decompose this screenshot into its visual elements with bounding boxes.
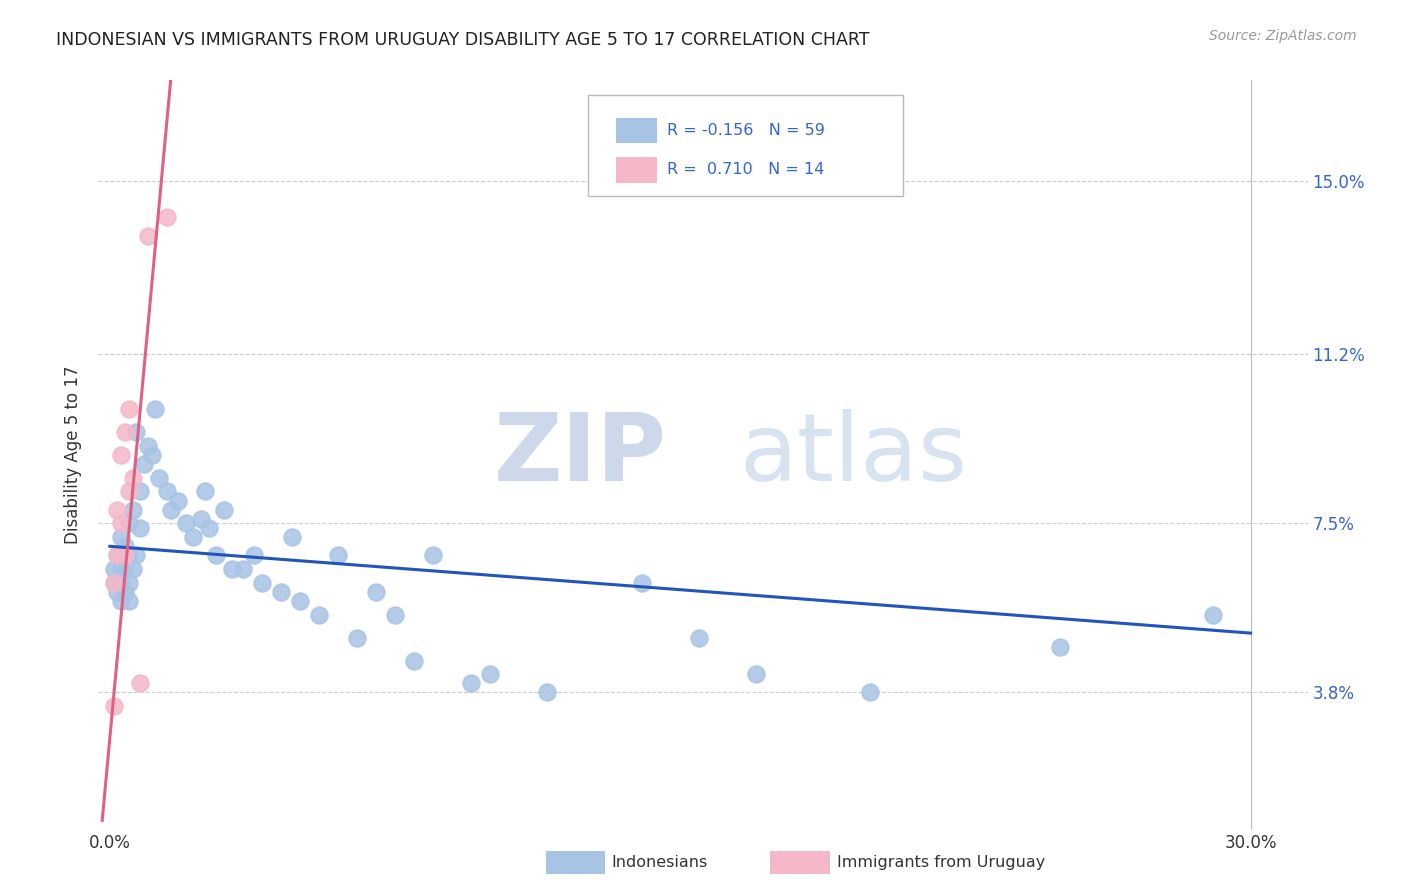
- Point: [688, 631, 710, 645]
- Text: R =  0.710   N = 14: R = 0.710 N = 14: [666, 162, 824, 178]
- Point: [183, 530, 205, 544]
- Point: [118, 484, 141, 499]
- Point: [129, 521, 152, 535]
- Point: [536, 685, 558, 699]
- Point: [118, 575, 141, 590]
- Point: [190, 512, 212, 526]
- Point: [110, 562, 132, 576]
- Point: [250, 575, 273, 590]
- Point: [110, 448, 132, 462]
- Point: [103, 575, 125, 590]
- Point: [479, 667, 502, 681]
- Point: [460, 676, 482, 690]
- Point: [136, 439, 159, 453]
- Point: [129, 676, 152, 690]
- Point: [103, 562, 125, 576]
- Point: [859, 685, 882, 699]
- Text: ZIP: ZIP: [494, 409, 666, 501]
- Point: [114, 585, 136, 599]
- Point: [107, 549, 129, 563]
- Point: [141, 448, 163, 462]
- Point: [114, 562, 136, 576]
- Point: [148, 471, 170, 485]
- Point: [107, 549, 129, 563]
- Point: [110, 530, 132, 544]
- Point: [232, 562, 254, 576]
- Point: [270, 585, 292, 599]
- Text: Source: ZipAtlas.com: Source: ZipAtlas.com: [1209, 29, 1357, 43]
- Point: [118, 549, 141, 563]
- Point: [110, 594, 132, 608]
- Point: [281, 530, 304, 544]
- Text: atlas: atlas: [740, 409, 967, 501]
- Point: [103, 575, 125, 590]
- Point: [402, 653, 425, 667]
- Point: [114, 539, 136, 553]
- Point: [221, 562, 243, 576]
- Point: [121, 502, 143, 516]
- Point: [121, 562, 143, 576]
- Text: Indonesians: Indonesians: [612, 855, 707, 870]
- Point: [103, 699, 125, 714]
- Point: [631, 575, 654, 590]
- FancyBboxPatch shape: [616, 118, 657, 143]
- Point: [107, 585, 129, 599]
- Point: [364, 585, 387, 599]
- Text: Immigrants from Uruguay: Immigrants from Uruguay: [837, 855, 1045, 870]
- Point: [118, 516, 141, 531]
- Point: [243, 549, 266, 563]
- FancyBboxPatch shape: [588, 95, 903, 196]
- Point: [422, 549, 444, 563]
- Text: INDONESIAN VS IMMIGRANTS FROM URUGUAY DISABILITY AGE 5 TO 17 CORRELATION CHART: INDONESIAN VS IMMIGRANTS FROM URUGUAY DI…: [56, 31, 870, 49]
- Point: [145, 402, 167, 417]
- Point: [174, 516, 197, 531]
- Point: [326, 549, 349, 563]
- Point: [107, 502, 129, 516]
- Point: [159, 502, 181, 516]
- Point: [156, 484, 179, 499]
- Point: [197, 521, 219, 535]
- Point: [308, 607, 330, 622]
- Point: [121, 471, 143, 485]
- Y-axis label: Disability Age 5 to 17: Disability Age 5 to 17: [65, 366, 83, 544]
- Point: [129, 484, 152, 499]
- Point: [194, 484, 217, 499]
- Point: [118, 402, 141, 417]
- Point: [1049, 640, 1071, 654]
- Point: [114, 549, 136, 563]
- Point: [288, 594, 311, 608]
- Point: [205, 549, 228, 563]
- Point: [384, 607, 406, 622]
- Point: [745, 667, 768, 681]
- Point: [346, 631, 368, 645]
- Point: [114, 425, 136, 439]
- Point: [156, 211, 179, 225]
- Point: [1201, 607, 1223, 622]
- Point: [110, 575, 132, 590]
- Point: [132, 457, 155, 471]
- Point: [136, 228, 159, 243]
- Point: [212, 502, 235, 516]
- Point: [125, 425, 148, 439]
- Point: [167, 493, 190, 508]
- FancyBboxPatch shape: [616, 157, 657, 183]
- Text: R = -0.156   N = 59: R = -0.156 N = 59: [666, 123, 824, 138]
- Point: [110, 516, 132, 531]
- Point: [125, 549, 148, 563]
- Point: [118, 594, 141, 608]
